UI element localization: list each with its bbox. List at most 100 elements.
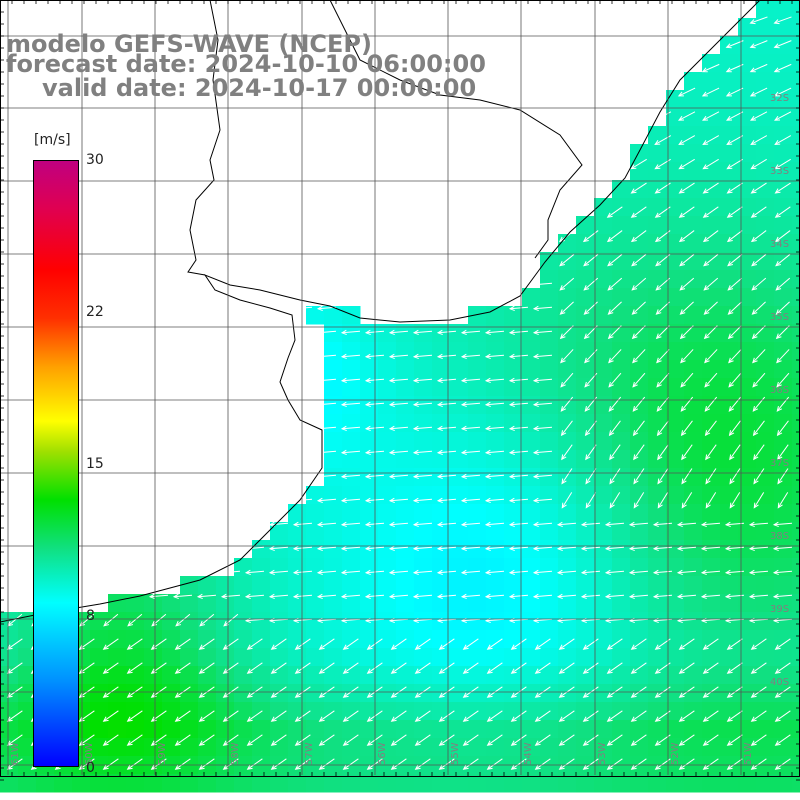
wind-cell bbox=[666, 684, 685, 703]
wind-cell bbox=[774, 468, 793, 487]
wind-arrow bbox=[678, 638, 695, 650]
model-title: modelo GEFS-WAVE (NCEP) bbox=[6, 30, 372, 58]
wind-arrow bbox=[656, 420, 669, 437]
wind-cell bbox=[702, 630, 721, 649]
wind-cell bbox=[522, 648, 541, 667]
wind-cell bbox=[702, 144, 721, 163]
wind-cell bbox=[630, 216, 649, 235]
wind-cell bbox=[360, 594, 379, 613]
wind-cell bbox=[666, 702, 685, 721]
wind-cell bbox=[792, 216, 800, 235]
wind-arrow bbox=[196, 593, 217, 600]
wind-arrow bbox=[318, 734, 335, 746]
wind-cell bbox=[720, 252, 739, 271]
wind-cell bbox=[306, 684, 325, 703]
wind-cell bbox=[792, 252, 800, 271]
wind-arrow bbox=[604, 545, 625, 552]
wind-arrow bbox=[223, 613, 239, 627]
wind-arrow bbox=[460, 401, 481, 408]
wind-cell bbox=[396, 378, 415, 397]
wind-arrow bbox=[436, 425, 457, 432]
wind-cell bbox=[468, 684, 487, 703]
wind-cell bbox=[576, 738, 595, 757]
wind-cell bbox=[360, 702, 379, 721]
wind-cell bbox=[486, 612, 505, 631]
wind-arrow bbox=[777, 492, 789, 509]
wind-arrow bbox=[729, 444, 741, 461]
wind-arrow bbox=[680, 349, 694, 364]
wind-cell bbox=[648, 486, 667, 505]
wind-arrow bbox=[702, 638, 719, 650]
wind-cell bbox=[630, 630, 649, 649]
wind-cell bbox=[684, 414, 703, 433]
wind-cell bbox=[450, 504, 469, 523]
wind-cell bbox=[504, 666, 523, 685]
wind-arrow bbox=[294, 758, 311, 770]
wind-arrow bbox=[561, 444, 573, 461]
wind-arrow bbox=[436, 449, 457, 456]
wind-cell bbox=[108, 594, 127, 613]
wind-arrow bbox=[436, 329, 457, 336]
wind-arrow bbox=[174, 758, 191, 770]
wind-arrow bbox=[340, 377, 361, 384]
wind-cell bbox=[630, 234, 649, 253]
wind-arrow bbox=[748, 569, 769, 576]
wind-arrow bbox=[414, 710, 431, 722]
wind-cell bbox=[18, 738, 37, 757]
wind-cell bbox=[540, 540, 559, 559]
wind-cell bbox=[486, 702, 505, 721]
wind-cell bbox=[558, 468, 577, 487]
wind-arrow bbox=[726, 158, 743, 170]
wind-arrow bbox=[700, 593, 721, 600]
wind-cell bbox=[756, 360, 775, 379]
wind-cell bbox=[378, 720, 397, 739]
wind-cell bbox=[576, 342, 595, 361]
wind-cell bbox=[738, 216, 757, 235]
wind-cell bbox=[738, 702, 757, 721]
wind-cell bbox=[522, 504, 541, 523]
wind-arrow bbox=[776, 372, 790, 388]
lat-label: 32S bbox=[770, 93, 789, 104]
wind-arrow bbox=[292, 305, 313, 312]
wind-arrow bbox=[484, 449, 505, 456]
wind-cell bbox=[396, 468, 415, 487]
wind-arrow bbox=[608, 420, 621, 437]
wind-arrow bbox=[726, 638, 743, 650]
wind-cell bbox=[90, 738, 109, 757]
wind-arrow bbox=[318, 710, 335, 722]
wind-cell bbox=[594, 432, 613, 451]
wind-cell bbox=[792, 162, 800, 181]
wind-cell bbox=[594, 594, 613, 613]
wind-cell bbox=[504, 594, 523, 613]
wind-arrow bbox=[775, 325, 790, 340]
wind-cell bbox=[558, 612, 577, 631]
wind-arrow bbox=[628, 569, 649, 576]
wind-cell bbox=[774, 0, 793, 19]
wind-cell bbox=[702, 504, 721, 523]
wind-cell bbox=[684, 90, 703, 109]
wind-arrow bbox=[656, 396, 670, 412]
wind-cell bbox=[594, 342, 613, 361]
wind-arrow bbox=[388, 521, 409, 528]
wind-cell bbox=[756, 342, 775, 361]
wind-cell bbox=[360, 468, 379, 487]
wind-cell bbox=[504, 774, 523, 793]
wind-cell bbox=[666, 774, 685, 793]
wind-arrow bbox=[510, 638, 527, 650]
wind-arrow bbox=[774, 710, 791, 722]
wind-cell bbox=[738, 378, 757, 397]
wind-cell bbox=[396, 450, 415, 469]
wind-arrow bbox=[678, 758, 695, 770]
wind-cell bbox=[306, 720, 325, 739]
wind-cell bbox=[198, 720, 217, 739]
wind-arrow bbox=[340, 401, 361, 408]
wind-arrow bbox=[126, 734, 143, 746]
wind-cell bbox=[108, 720, 127, 739]
wind-arrow bbox=[772, 521, 793, 528]
wind-arrow bbox=[560, 372, 574, 388]
wind-cell bbox=[234, 630, 253, 649]
wind-arrow bbox=[774, 158, 791, 170]
wind-cell bbox=[432, 378, 451, 397]
wind-arrow bbox=[609, 468, 621, 485]
wind-cell bbox=[180, 720, 199, 739]
